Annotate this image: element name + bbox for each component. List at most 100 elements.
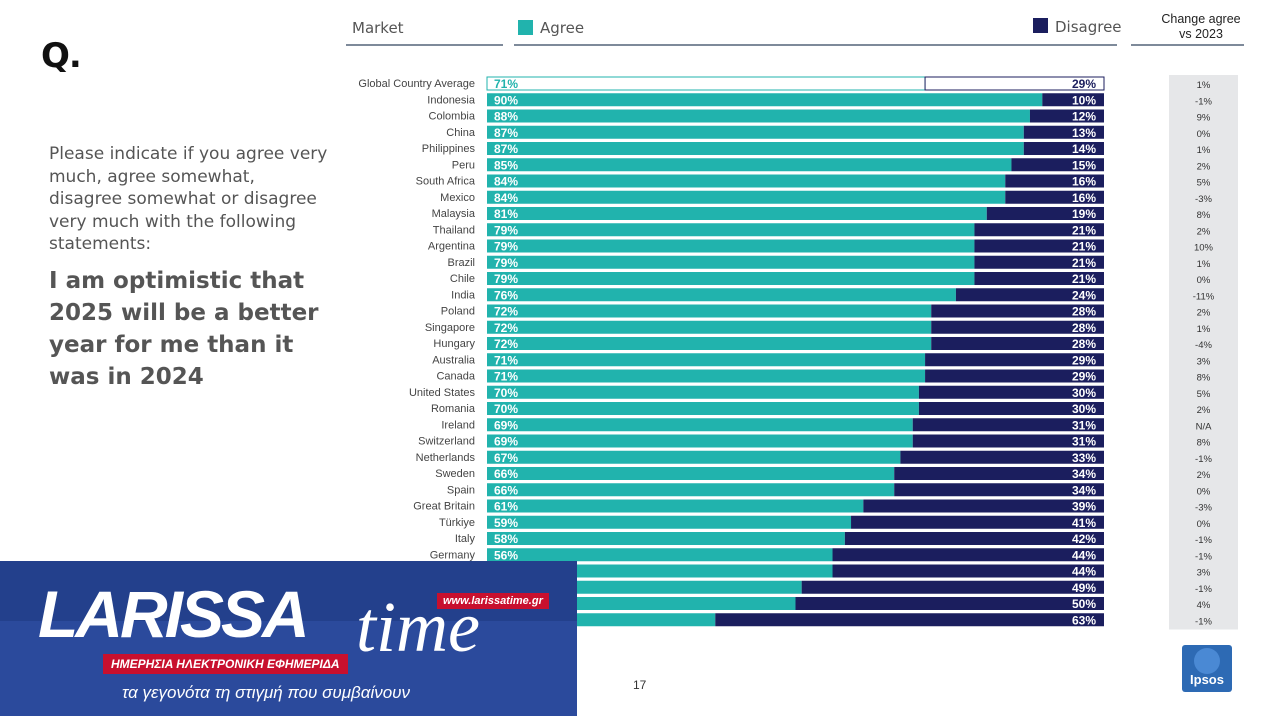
larissatime-url-badge[interactable]: www.larissatime.gr [437,593,549,609]
market-header: Market [352,19,404,37]
change-value-label: -1% [1195,454,1212,465]
disagree-bar [795,597,1104,610]
disagree-bar [894,483,1104,497]
disagree-value-label: 21% [1072,272,1096,286]
agree-value-label: 71% [494,77,518,91]
agree-legend-label: Agree [540,19,585,37]
agree-bar [487,369,926,383]
agree-bar [487,402,919,415]
disagree-value-label: 21% [1072,240,1096,254]
agree-bar [487,548,833,562]
disagree-bar [931,304,1104,318]
disagree-value-label: 28% [1072,321,1096,335]
disagree-value-label: 29% [1072,353,1096,367]
disagree-value-label: 39% [1072,500,1096,514]
disagree-bar [832,548,1104,562]
change-value-label: 0% [1197,519,1211,530]
agree-value-label: 66% [494,483,518,497]
disagree-bar [715,613,1104,627]
page-number: 17 [633,678,647,692]
disagree-value-label: 16% [1072,191,1096,205]
market-label: Netherlands [416,452,476,464]
question-label: Q. [41,36,82,76]
agree-value-label: 81% [494,207,518,221]
agree-bar [487,353,926,367]
disagree-bar [1042,93,1104,107]
change-value-label: -1% [1195,96,1212,107]
disagree-bar [918,385,1104,399]
change-value-label: 0% [1197,129,1211,140]
disagree-value-label: 30% [1072,402,1096,416]
agree-bar [487,142,1024,155]
market-label: Hungary [433,338,475,350]
market-label: Malaysia [432,208,476,220]
larissatime-banner[interactable]: LARISSA time www.larissatime.gr ΗΜΕΡΗΣΙΑ… [0,561,577,716]
change-value-label: N/A [1196,421,1213,432]
change-value-label: 3% [1197,356,1211,367]
disagree-value-label: 15% [1072,158,1096,172]
agree-value-label: 71% [494,353,518,367]
market-label: Sweden [435,468,475,480]
agree-value-label: 72% [494,337,518,351]
disagree-bar [851,515,1104,529]
change-value-label: 10% [1194,243,1214,254]
agree-value-label: 61% [494,500,518,514]
banner-shade [0,561,577,621]
market-label: Brazil [447,257,475,269]
market-label: Spain [447,484,475,496]
market-label: United States [409,387,476,399]
disagree-bar [955,288,1104,302]
agree-value-label: 58% [494,532,518,546]
agree-value-label: 79% [494,240,518,254]
change-value-label: -1% [1195,584,1212,595]
market-label: Canada [436,371,475,383]
agree-value-label: 71% [494,370,518,384]
disagree-bar [974,255,1104,269]
disagree-bar [1023,125,1104,139]
change-value-label: 1% [1197,80,1211,91]
agree-value-label: 56% [494,548,518,562]
agree-value-label: 85% [494,158,518,172]
change-value-label: -1% [1195,551,1212,562]
disagree-value-label: 44% [1072,548,1096,562]
change-value-label: 0% [1197,486,1211,497]
disagree-value-label: 21% [1072,256,1096,270]
disagree-bar [1029,109,1104,123]
agree-bar [487,467,895,480]
agree-bar [487,174,1006,188]
agree-bar [487,418,913,432]
market-label: Germany [430,549,476,561]
market-label: Switzerland [418,436,475,448]
agree-value-label: 72% [494,305,518,319]
agree-value-label: 79% [494,272,518,286]
market-label: Poland [441,306,475,318]
disagree-value-label: 31% [1072,435,1096,449]
change-value-label: 4% [1197,600,1211,611]
market-label: Ireland [441,419,475,431]
market-label: Argentina [428,241,476,253]
agree-value-label: 76% [494,288,518,302]
disagree-bar [844,532,1104,545]
ipsos-logo-text: Ipsos [1190,672,1224,687]
disagree-value-label: 50% [1072,597,1096,611]
change-value-label: 5% [1197,389,1211,400]
disagree-bar [863,499,1104,513]
agree-bar [487,109,1030,123]
market-label: Romania [431,403,476,415]
disagree-bar [1005,174,1104,188]
change-value-label: -1% [1195,616,1212,627]
change-value-label: 1% [1197,145,1211,156]
disagree-value-label: 24% [1072,288,1096,302]
disagree-bar [925,353,1104,367]
disagree-bar [925,369,1104,383]
agree-bar [487,483,895,497]
larissatime-subtitle-badge: ΗΜΕΡΗΣΙΑ ΗΛΕΚΤΡΟΝΙΚΗ ΕΦΗΜΕΡΙΔΑ [103,654,348,674]
change-value-label: 2% [1197,470,1211,481]
agree-value-label: 84% [494,191,518,205]
agree-value-label: 87% [494,142,518,156]
ipsos-logo: Ipsos [1182,645,1232,692]
market-label: Indonesia [427,94,476,106]
market-label: China [446,127,476,139]
disagree-bar [900,450,1104,464]
agree-bar [487,272,975,285]
